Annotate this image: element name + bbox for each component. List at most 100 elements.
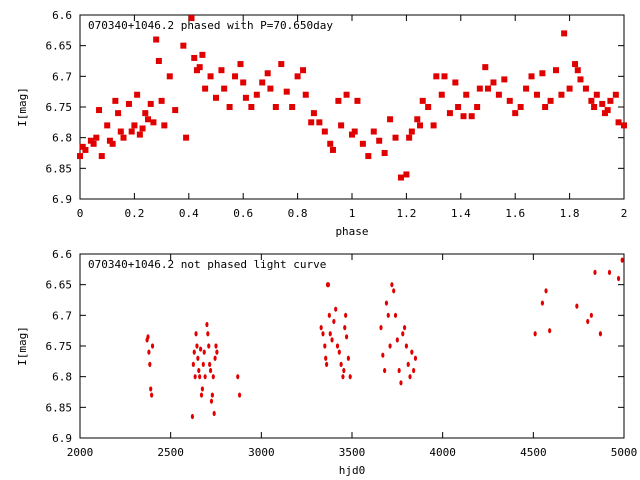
data-point [425, 104, 432, 110]
phased-x-tick-label: 0 [77, 207, 84, 220]
data-point [253, 91, 260, 98]
data-point [208, 361, 212, 367]
unphased-y-axis-label: I[mag] [16, 326, 29, 366]
data-point [242, 94, 249, 101]
data-point [207, 73, 214, 80]
data-point [278, 61, 285, 68]
data-point [558, 91, 565, 98]
data-point [383, 367, 387, 374]
data-point [506, 97, 513, 104]
data-point [482, 64, 489, 71]
data-point [591, 104, 598, 110]
data-point [77, 153, 83, 160]
data-point [620, 257, 624, 263]
data-point [131, 122, 138, 129]
data-point [542, 104, 549, 110]
data-point [226, 104, 233, 110]
unphased-x-tick-label: 2500 [157, 446, 184, 459]
data-point [218, 67, 225, 74]
data-point [539, 70, 546, 77]
unphased-x-tick-label: 3500 [339, 446, 366, 459]
data-point [365, 153, 372, 160]
data-point [548, 328, 552, 334]
phased-y-tick-label: 6.8 [52, 132, 72, 145]
data-point [433, 73, 440, 80]
unphased-y-tick-label: 6.6 [52, 248, 72, 261]
data-point [264, 70, 271, 77]
data-point [354, 97, 361, 104]
data-point [150, 119, 157, 126]
data-point [323, 343, 327, 349]
data-point [325, 361, 329, 367]
data-point [259, 79, 266, 86]
data-point [408, 128, 415, 135]
data-point [342, 367, 346, 374]
data-point [621, 122, 627, 129]
data-point [149, 386, 153, 392]
data-point [335, 97, 342, 104]
data-point [607, 97, 614, 104]
unphased-y-tick-label: 6.8 [52, 371, 72, 384]
phased-x-tick-label: 0.8 [288, 207, 308, 220]
data-point [240, 79, 247, 86]
data-point [180, 42, 187, 49]
data-point [332, 318, 336, 325]
data-point [208, 367, 213, 374]
data-point [148, 361, 152, 367]
data-point [381, 352, 385, 358]
data-point [460, 113, 467, 120]
phased-x-tick-label: 0.6 [233, 207, 253, 220]
data-point [201, 361, 205, 367]
data-point [248, 104, 255, 110]
phased-x-tick-label: 1.2 [396, 207, 416, 220]
unphased-x-tick-label: 5000 [611, 446, 638, 459]
data-point [474, 104, 481, 110]
phased-x-tick-label: 1.6 [505, 207, 525, 220]
data-point [414, 116, 421, 123]
data-point [402, 325, 407, 331]
data-point [96, 107, 103, 114]
data-point [370, 128, 377, 135]
data-point [582, 85, 589, 92]
unphased-x-tick-label: 2000 [67, 446, 94, 459]
data-point [392, 288, 396, 294]
data-point [300, 67, 307, 74]
unphased-plot-frame [79, 253, 625, 439]
data-point [387, 116, 394, 123]
data-point [533, 91, 540, 98]
data-point [598, 331, 603, 337]
data-point [348, 374, 352, 380]
unphased-x-tick-label: 4000 [429, 446, 456, 459]
data-point [150, 392, 154, 398]
data-point [215, 349, 219, 355]
data-point [339, 361, 343, 367]
data-point [344, 334, 349, 340]
data-point [438, 91, 445, 98]
data-point [202, 85, 209, 92]
data-point [575, 303, 579, 309]
data-point [197, 367, 201, 374]
data-point [384, 300, 389, 306]
data-point [349, 131, 355, 138]
phased-y-tick-label: 6.65 [46, 40, 73, 53]
data-point [200, 386, 204, 392]
data-point [153, 36, 160, 43]
data-point [172, 107, 179, 114]
data-point [615, 119, 622, 126]
data-point [392, 134, 399, 141]
data-point [214, 343, 218, 349]
data-point [607, 269, 612, 275]
phased-y-tick-label: 6.7 [52, 70, 72, 83]
data-point [115, 110, 122, 117]
data-point [338, 122, 345, 129]
phased-y-tick-label: 6.6 [52, 9, 72, 22]
data-point [406, 134, 413, 141]
phased-y-tick-label: 6.9 [52, 193, 72, 206]
data-point [321, 331, 325, 337]
data-point [406, 361, 410, 367]
data-point [98, 153, 105, 160]
data-point [326, 282, 331, 288]
phased-chart-title: 070340+1046.2 phased with P=70.650day [88, 19, 333, 32]
data-point [158, 97, 165, 104]
